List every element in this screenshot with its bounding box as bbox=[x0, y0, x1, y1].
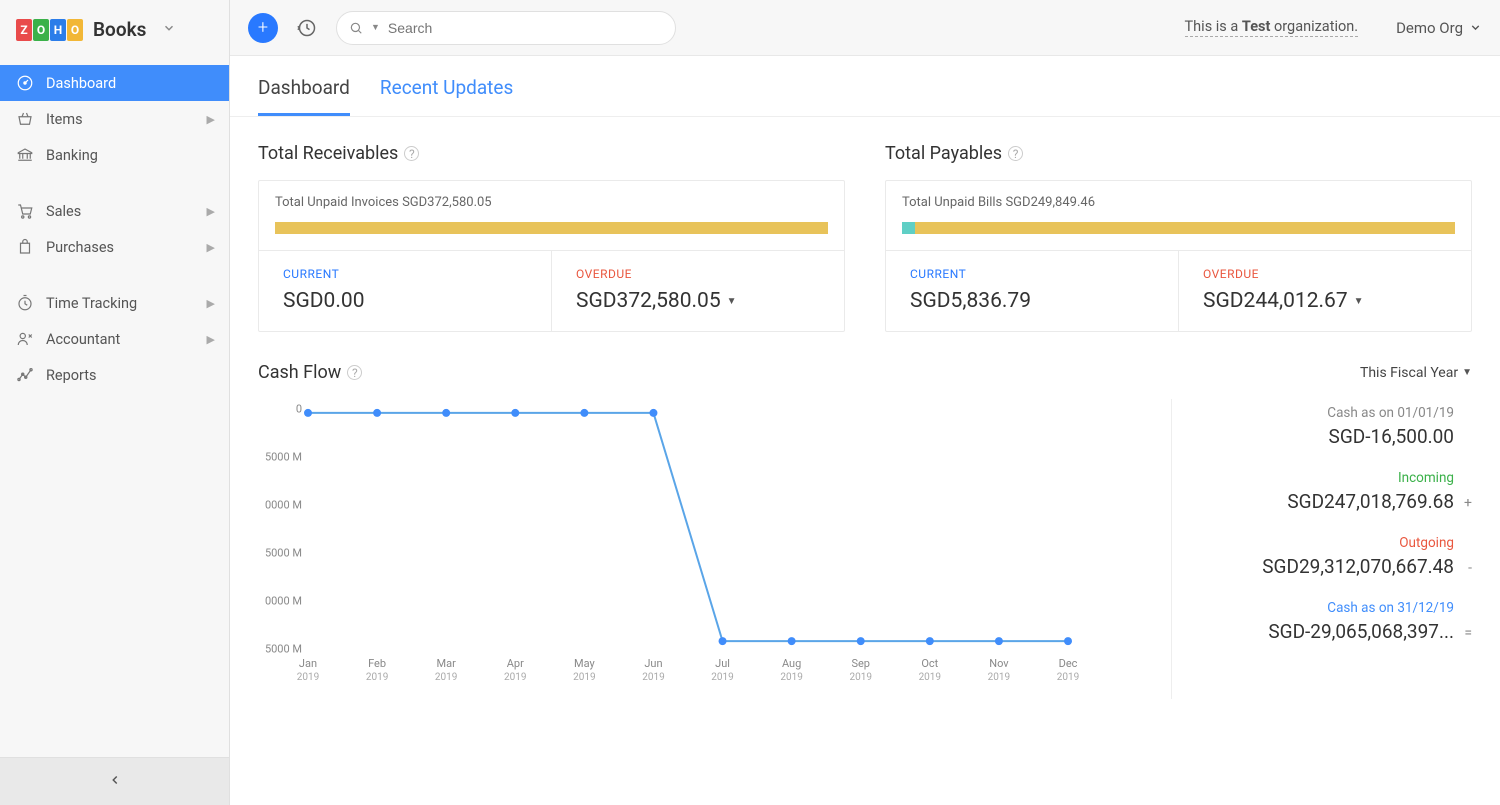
sidebar-item-label: Dashboard bbox=[46, 75, 116, 92]
dashboard-icon bbox=[16, 74, 38, 92]
chevron-right-icon: ▶ bbox=[207, 297, 215, 310]
sidebar-item-purchases[interactable]: Purchases ▶ bbox=[0, 229, 229, 265]
search-scope-dropdown-icon[interactable]: ▼ bbox=[371, 22, 380, 33]
receivables-title: Total Receivables bbox=[258, 143, 398, 164]
payables-section: Total Payables ? Total Unpaid Bills SGD2… bbox=[885, 143, 1472, 332]
sidebar-item-time-tracking[interactable]: Time Tracking ▶ bbox=[0, 285, 229, 321]
payables-current-label: CURRENT bbox=[910, 267, 1154, 281]
dropdown-arrow-icon: ▼ bbox=[727, 296, 737, 307]
sidebar-nav: DashboardItems▶Banking Sales▶Purchases▶ … bbox=[0, 65, 229, 413]
sidebar-item-banking[interactable]: Banking bbox=[0, 137, 229, 173]
chevron-right-icon: ▶ bbox=[207, 205, 215, 218]
period-selector[interactable]: This Fiscal Year ▼ bbox=[1360, 365, 1472, 381]
sidebar-item-label: Items bbox=[46, 111, 83, 128]
payables-overdue-value[interactable]: SGD244,012.67▼ bbox=[1203, 289, 1447, 313]
tab-recent-updates[interactable]: Recent Updates bbox=[380, 76, 513, 116]
payables-current-value: SGD5,836.79 bbox=[910, 289, 1154, 313]
dropdown-arrow-icon: ▼ bbox=[1354, 296, 1364, 307]
receivables-current-label: CURRENT bbox=[283, 267, 527, 281]
chevron-right-icon: ▶ bbox=[207, 113, 215, 126]
cashflow-chart: 05000 M0000 M5000 M0000 M5000 MJan2019Fe… bbox=[258, 399, 1172, 699]
sidebar: ZOHO Books Dashboard Items ▶ Banking Sales ▶… bbox=[0, 0, 230, 805]
cashflow-summary: Cash as on 01/01/19SGD-16,500.00 Incoming… bbox=[1192, 399, 1472, 699]
collapse-sidebar-button[interactable] bbox=[0, 757, 229, 805]
brand-chevron-icon[interactable] bbox=[162, 20, 176, 39]
accountant-icon bbox=[16, 330, 38, 348]
history-button[interactable] bbox=[292, 13, 322, 43]
receivables-overdue-label: OVERDUE bbox=[576, 267, 820, 281]
brand-name: Books bbox=[93, 18, 146, 41]
sidebar-item-label: Accountant bbox=[46, 331, 120, 348]
payables-bar bbox=[902, 222, 1455, 234]
chevron-right-icon: ▶ bbox=[207, 241, 215, 254]
help-icon[interactable]: ? bbox=[404, 146, 419, 161]
sidebar-item-label: Sales bbox=[46, 203, 81, 220]
help-icon[interactable]: ? bbox=[1008, 146, 1023, 161]
cashflow-summary-item: OutgoingSGD29,312,070,667.48- bbox=[1192, 535, 1472, 578]
test-org-notice[interactable]: This is a Test organization. bbox=[1185, 18, 1359, 37]
page-tabs: Dashboard Recent Updates bbox=[230, 56, 1500, 117]
cart-icon bbox=[16, 202, 38, 220]
tab-dashboard[interactable]: Dashboard bbox=[258, 76, 350, 116]
sidebar-item-reports[interactable]: Reports bbox=[0, 357, 229, 393]
sidebar-item-items[interactable]: Items ▶ bbox=[0, 101, 229, 137]
timer-icon bbox=[16, 294, 38, 312]
cashflow-summary-item: Cash as on 31/12/19SGD-29,065,068,397...… bbox=[1192, 600, 1472, 643]
chevron-right-icon: ▶ bbox=[207, 333, 215, 346]
payables-unpaid-text: Total Unpaid Bills SGD249,849.46 bbox=[902, 195, 1455, 210]
sidebar-item-label: Time Tracking bbox=[46, 295, 137, 312]
sidebar-item-accountant[interactable]: Accountant ▶ bbox=[0, 321, 229, 357]
sidebar-item-label: Reports bbox=[46, 367, 97, 384]
sidebar-item-label: Banking bbox=[46, 147, 98, 164]
cashflow-title: Cash Flow bbox=[258, 362, 341, 383]
chevron-down-icon bbox=[1469, 21, 1482, 34]
topbar: + ▼ This is a Test organization. Demo Or… bbox=[230, 0, 1500, 56]
dropdown-arrow-icon: ▼ bbox=[1462, 367, 1472, 378]
help-icon[interactable]: ? bbox=[347, 365, 362, 380]
cashflow-summary-item: IncomingSGD247,018,769.68+ bbox=[1192, 470, 1472, 513]
sidebar-item-label: Purchases bbox=[46, 239, 114, 256]
basket-icon bbox=[16, 110, 38, 128]
sidebar-item-dashboard[interactable]: Dashboard bbox=[0, 65, 229, 101]
payables-title: Total Payables bbox=[885, 143, 1002, 164]
search-input[interactable] bbox=[388, 20, 663, 36]
bag-icon bbox=[16, 238, 38, 256]
add-button[interactable]: + bbox=[248, 13, 278, 43]
search-box[interactable]: ▼ bbox=[336, 11, 676, 45]
receivables-bar bbox=[275, 222, 828, 234]
receivables-current-value: SGD0.00 bbox=[283, 289, 527, 313]
payables-overdue-label: OVERDUE bbox=[1203, 267, 1447, 281]
receivables-unpaid-text: Total Unpaid Invoices SGD372,580.05 bbox=[275, 195, 828, 210]
search-icon bbox=[349, 21, 363, 35]
bank-icon bbox=[16, 146, 38, 164]
receivables-section: Total Receivables ? Total Unpaid Invoice… bbox=[258, 143, 845, 332]
org-switcher[interactable]: Demo Org bbox=[1396, 19, 1482, 37]
cashflow-summary-item: Cash as on 01/01/19SGD-16,500.00 bbox=[1192, 405, 1472, 448]
receivables-overdue-value[interactable]: SGD372,580.05▼ bbox=[576, 289, 820, 313]
brand-logo[interactable]: ZOHO Books bbox=[0, 0, 229, 59]
sidebar-item-sales[interactable]: Sales ▶ bbox=[0, 193, 229, 229]
reports-icon bbox=[16, 366, 38, 384]
